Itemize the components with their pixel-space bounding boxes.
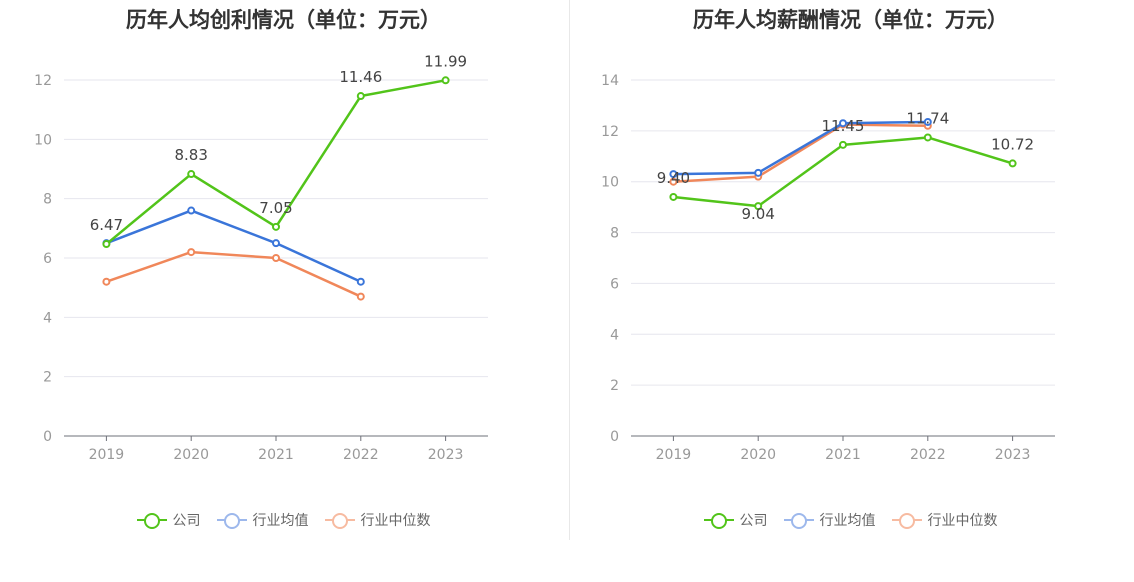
series-line — [105, 79, 446, 246]
legend-marker-icon — [703, 513, 734, 529]
x-tick-label: 2020 — [173, 447, 209, 463]
legend-item-industry-mean[interactable]: 行业均值 — [216, 510, 309, 530]
data-label: 11.45 — [822, 117, 865, 135]
data-point — [839, 140, 847, 149]
x-tick-label: 2020 — [740, 447, 776, 463]
y-tick-label: 0 — [43, 429, 52, 445]
legend-label: 行业中位数 — [360, 513, 431, 529]
data-point — [669, 170, 678, 179]
data-point — [441, 76, 450, 85]
legend-item-industry-median[interactable]: 行业中位数 — [324, 510, 431, 530]
legend-label: 公司 — [739, 513, 768, 529]
data-label: 6.47 — [90, 216, 123, 234]
legend-left: 公司 行业均值 行业中位数 — [0, 510, 567, 530]
y-tick-label: 4 — [610, 327, 619, 343]
panel-divider — [569, 0, 570, 540]
x-tick-label: 2022 — [910, 447, 946, 463]
data-point — [356, 277, 365, 286]
x-tick-label: 2022 — [343, 447, 379, 463]
data-label: 9.40 — [657, 169, 690, 187]
data-point — [1008, 159, 1017, 168]
chart-title-left: 历年人均创利情况（单位：万元） — [126, 8, 441, 32]
data-point — [356, 292, 365, 301]
y-tick-label: 14 — [601, 73, 619, 89]
data-point — [754, 202, 763, 211]
y-tick-label: 12 — [601, 124, 619, 140]
x-tick-label: 2019 — [656, 447, 692, 463]
data-label: 8.83 — [174, 146, 207, 164]
data-point — [187, 248, 196, 257]
legend-label: 公司 — [172, 513, 201, 529]
series-line — [105, 250, 362, 298]
data-point — [669, 192, 678, 201]
data-point — [187, 170, 196, 179]
legend-label: 行业中位数 — [927, 513, 998, 529]
y-tick-label: 6 — [610, 276, 619, 292]
data-point — [669, 177, 678, 186]
series-line — [673, 120, 928, 176]
series-line — [105, 209, 362, 283]
data-point — [754, 168, 763, 177]
legend-label: 行业均值 — [819, 513, 876, 529]
legend-item-company[interactable]: 公司 — [136, 510, 201, 530]
data-point — [356, 92, 365, 101]
data-point — [923, 133, 932, 142]
legend-right: 公司 行业均值 行业中位数 — [567, 510, 1134, 530]
legend-marker-icon — [324, 513, 355, 529]
y-tick-label: 0 — [610, 429, 619, 445]
data-label: 11.74 — [906, 109, 949, 127]
y-tick-label: 8 — [43, 192, 52, 208]
data-point — [839, 119, 847, 128]
data-point — [923, 117, 932, 126]
y-tick-label: 12 — [34, 73, 52, 89]
x-tick-label: 2023 — [995, 447, 1031, 463]
legend-marker-icon — [891, 513, 922, 529]
legend-marker-icon — [136, 513, 167, 529]
x-tick-label: 2021 — [825, 447, 861, 463]
y-tick-label: 2 — [43, 370, 52, 386]
chart-title-right: 历年人均薪酬情况（单位：万元） — [693, 8, 1008, 32]
data-point — [187, 206, 196, 215]
y-tick-label: 8 — [610, 226, 619, 242]
x-tick-label: 2019 — [89, 447, 125, 463]
x-tick-label: 2021 — [258, 447, 294, 463]
y-tick-label: 6 — [43, 251, 52, 267]
data-point — [272, 254, 280, 262]
data-label: 10.72 — [991, 135, 1034, 153]
legend-label: 行业均值 — [252, 513, 309, 529]
data-point — [272, 222, 280, 231]
y-tick-label: 10 — [601, 175, 619, 191]
y-tick-label: 10 — [34, 132, 52, 148]
data-point — [102, 277, 111, 286]
line-chart-right: 0 2 4 6 8 10 12 14 2019 2020 2021 2022 2023 9.40 9.04 1… — [601, 73, 1055, 463]
data-point — [102, 240, 111, 249]
y-tick-label: 4 — [43, 310, 52, 326]
legend-item-company[interactable]: 公司 — [703, 510, 768, 530]
legend-item-industry-mean[interactable]: 行业均值 — [783, 510, 876, 530]
x-tick-label: 2023 — [428, 447, 464, 463]
data-label: 9.04 — [741, 205, 774, 223]
legend-marker-icon — [216, 513, 247, 529]
legend-item-industry-median[interactable]: 行业中位数 — [891, 510, 998, 530]
line-chart-left: 0 2 4 6 8 10 12 2019 2020 2021 2022 2023 6.47 8.83 7.0… — [34, 52, 488, 463]
data-point — [272, 239, 280, 248]
y-tick-label: 2 — [610, 378, 619, 394]
data-label: 7.05 — [259, 199, 292, 217]
legend-marker-icon — [783, 513, 814, 529]
data-label: 11.46 — [339, 68, 382, 86]
chart-panel-left: 历年人均创利情况（单位：万元） 0 2 4 6 8 10 12 2019 2020 2021 202… — [0, 8, 567, 530]
data-label: 11.99 — [424, 52, 467, 70]
series-line — [673, 123, 928, 183]
chart-panel-right: 历年人均薪酬情况（单位：万元） 0 2 4 6 8 10 12 14 2019 2020 2021 2… — [567, 0, 1134, 582]
